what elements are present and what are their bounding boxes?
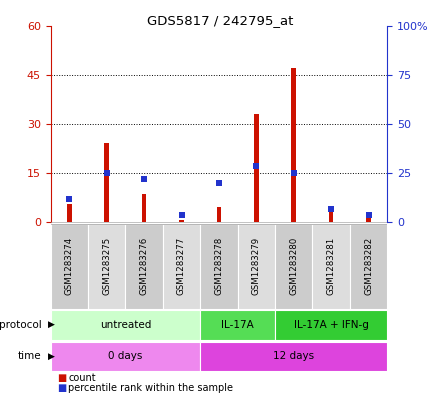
Text: GSM1283277: GSM1283277 (177, 237, 186, 296)
Text: GSM1283279: GSM1283279 (252, 237, 261, 295)
Bar (350, 224, 387, 309)
Bar (312, 224, 350, 309)
Bar (291, 68, 296, 222)
Text: untreated: untreated (100, 320, 151, 330)
Bar (125, 224, 163, 309)
Bar (200, 342, 387, 371)
Bar (275, 224, 312, 309)
Text: 0 days: 0 days (108, 351, 143, 361)
Text: GSM1283276: GSM1283276 (139, 237, 149, 296)
Bar (51, 224, 88, 309)
Text: ■: ■ (57, 373, 66, 383)
Bar (51, 342, 200, 371)
Text: GSM1283282: GSM1283282 (364, 237, 373, 296)
Bar (179, 220, 184, 222)
Bar (104, 143, 109, 222)
Bar (366, 217, 371, 222)
Text: ▶: ▶ (48, 352, 55, 361)
Text: IL-17A: IL-17A (221, 320, 254, 330)
Bar (51, 310, 200, 340)
Text: ■: ■ (57, 383, 66, 393)
Text: protocol: protocol (0, 320, 42, 330)
Bar (216, 207, 221, 222)
Bar (200, 310, 275, 340)
Bar (163, 224, 200, 309)
Text: GSM1283280: GSM1283280 (289, 237, 298, 296)
Text: 12 days: 12 days (273, 351, 314, 361)
Text: IL-17A + IFN-g: IL-17A + IFN-g (293, 320, 369, 330)
Bar (275, 310, 387, 340)
Bar (254, 114, 259, 222)
Text: GDS5817 / 242795_at: GDS5817 / 242795_at (147, 14, 293, 27)
Bar (88, 224, 125, 309)
Text: GSM1283281: GSM1283281 (326, 237, 336, 296)
Text: ▶: ▶ (48, 320, 55, 329)
Text: GSM1283278: GSM1283278 (214, 237, 224, 296)
Bar (329, 212, 334, 222)
Bar (67, 204, 72, 222)
Text: count: count (68, 373, 96, 383)
Text: percentile rank within the sample: percentile rank within the sample (68, 383, 233, 393)
Text: GSM1283275: GSM1283275 (102, 237, 111, 296)
Bar (142, 194, 147, 222)
Bar (238, 224, 275, 309)
Bar (200, 224, 238, 309)
Text: time: time (18, 351, 42, 361)
Text: GSM1283274: GSM1283274 (65, 237, 74, 296)
